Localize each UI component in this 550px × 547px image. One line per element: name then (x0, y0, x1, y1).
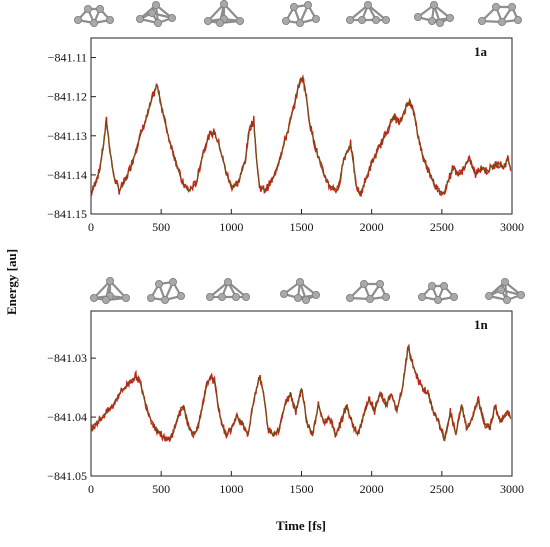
x-tick-label: 2500 (430, 482, 454, 496)
x-tick-label: 0 (88, 482, 94, 496)
x-tick-label: 1000 (219, 220, 243, 234)
ticks-1n: 0 500 1000 1500 2000 2500 3000 −841.03 −841.04 −8… (47, 351, 524, 496)
molecule-structure-icon (417, 281, 458, 304)
x-axis-title: Time [fs] (276, 518, 326, 533)
x-tick-label: 3000 (500, 220, 524, 234)
molecule-structure-icon (413, 1, 454, 27)
x-tick-label: 2000 (360, 482, 384, 496)
x-tick-label: 2500 (430, 220, 454, 234)
molecule-structure-icon (205, 277, 250, 301)
molecule-structure-icon (74, 5, 115, 27)
y-tick-label: −841.04 (47, 410, 87, 424)
series-red-1a (90, 77, 512, 197)
x-tick-label: 1500 (290, 220, 314, 234)
x-tick-label: 500 (152, 482, 170, 496)
molecule-snapshots-bottom (90, 276, 526, 304)
molecule-structure-icon (345, 1, 390, 24)
x-tick-label: 1000 (219, 482, 243, 496)
ticks-1a: 0 500 1000 1500 2000 2500 3000 −841.11 −841.12 −8… (47, 51, 524, 234)
y-tick-label: −841.05 (47, 469, 87, 483)
x-tick-label: 2000 (360, 220, 384, 234)
x-tick-label: 500 (152, 220, 170, 234)
y-axis-title: Energy [au] (4, 249, 19, 315)
y-tick-label: −841.11 (48, 51, 87, 65)
panel-label-1n: 1n (474, 317, 489, 332)
series-smoothed-1a (90, 74, 512, 196)
molecule-structure-icon (484, 277, 526, 304)
panel-1a: 0 500 1000 1500 2000 2500 3000 −841.11 −841.12 −8… (47, 37, 524, 234)
x-tick-label: 1500 (290, 482, 314, 496)
panel-1n: 0 500 1000 1500 2000 2500 3000 −841.03 −841.04 −8… (47, 310, 524, 496)
y-tick-label: −841.03 (47, 351, 87, 365)
x-tick-label: 0 (88, 220, 94, 234)
molecule-structure-icon (135, 1, 176, 27)
series-smoothed-1n (90, 345, 512, 443)
panel-label-1a: 1a (474, 44, 488, 59)
molecule-structure-icon (279, 277, 320, 304)
molecule-snapshots-top (74, 0, 523, 27)
molecule-structure-icon (345, 279, 390, 303)
x-tick-label: 3000 (500, 482, 524, 496)
molecule-structure-icon (146, 277, 185, 304)
y-tick-label: −841.15 (47, 207, 87, 221)
molecule-structure-icon (477, 3, 523, 26)
molecule-structure-icon (203, 0, 244, 27)
y-tick-label: −841.14 (47, 168, 87, 182)
molecule-structure-icon (90, 276, 131, 304)
plot-frame-1a (90, 37, 513, 215)
plot-frame-1n (90, 310, 513, 477)
y-tick-label: −841.13 (47, 129, 87, 143)
molecule-structure-icon (281, 1, 320, 27)
y-tick-label: −841.12 (47, 90, 87, 104)
